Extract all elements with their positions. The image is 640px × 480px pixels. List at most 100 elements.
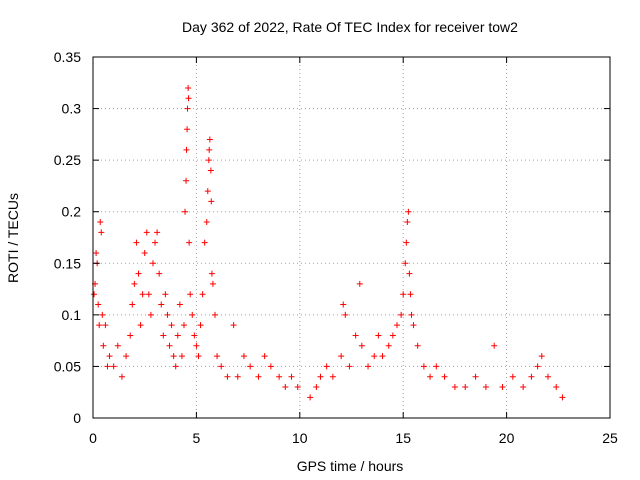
x-tick-label: 25 (602, 430, 618, 446)
data-point (191, 332, 198, 339)
y-tick-label: 0.05 (54, 358, 81, 374)
data-point (172, 363, 179, 370)
data-point (114, 342, 121, 349)
data-point (462, 384, 469, 391)
y-tick-label: 0.15 (54, 255, 81, 271)
data-point (379, 353, 386, 360)
data-point (276, 373, 283, 380)
data-point (183, 177, 190, 184)
data-point (100, 342, 107, 349)
data-point (178, 353, 185, 360)
data-point (313, 384, 320, 391)
grid-lines (93, 57, 610, 418)
data-point (441, 373, 448, 380)
data-point (385, 342, 392, 349)
data-point (176, 301, 183, 308)
data-point (307, 394, 314, 401)
data-point (398, 311, 405, 318)
y-tick-label: 0.2 (62, 204, 82, 220)
data-point (234, 373, 241, 380)
data-point (375, 332, 382, 339)
chart-title: Day 362 of 2022, Rate Of TEC Index for r… (182, 19, 518, 35)
data-point (329, 373, 336, 380)
data-point (346, 363, 353, 370)
data-point (342, 311, 349, 318)
data-point (207, 167, 214, 174)
y-tick-label: 0 (73, 410, 81, 426)
data-point (204, 188, 211, 195)
data-point (180, 322, 187, 329)
data-point (451, 384, 458, 391)
data-point (544, 373, 551, 380)
data-point (205, 157, 212, 164)
data-point (407, 291, 414, 298)
y-tick-label: 0.35 (54, 49, 81, 65)
data-point (406, 270, 413, 277)
data-point (187, 291, 194, 298)
x-tick-label: 0 (89, 430, 97, 446)
data-point (482, 384, 489, 391)
data-point (185, 95, 192, 102)
data-point (160, 332, 167, 339)
data-point (137, 322, 144, 329)
data-point (95, 301, 102, 308)
data-point (208, 270, 215, 277)
data-point (195, 353, 202, 360)
data-point (358, 342, 365, 349)
data-point (98, 229, 105, 236)
data-point (118, 373, 125, 380)
data-point (96, 322, 103, 329)
data-point (106, 353, 113, 360)
axis-ticks: 0 5 10 15 20 25 0 0.05 0.1 0.15 0.2 0.25 0.3 0.35 (54, 49, 618, 446)
data-point (403, 239, 410, 246)
data-point (168, 322, 175, 329)
data-point (405, 208, 412, 215)
data-point (145, 291, 152, 298)
data-point (149, 260, 156, 267)
data-point (414, 342, 421, 349)
data-point (520, 384, 527, 391)
data-point (182, 208, 189, 215)
data-point (559, 394, 566, 401)
data-point (433, 363, 440, 370)
data-point (135, 270, 142, 277)
data-point (93, 249, 100, 256)
data-point (156, 270, 163, 277)
data-point (528, 373, 535, 380)
data-point (164, 311, 171, 318)
data-point (154, 229, 161, 236)
data-point (538, 353, 545, 360)
data-point (152, 239, 159, 246)
data-point (186, 239, 193, 246)
data-point (317, 373, 324, 380)
y-axis-label: ROTI / TECUs (5, 193, 21, 283)
data-point (197, 322, 204, 329)
data-point (123, 353, 130, 360)
data-point (183, 146, 190, 153)
data-point (139, 291, 146, 298)
data-point (404, 219, 411, 226)
data-point (402, 260, 409, 267)
data-point (127, 332, 134, 339)
data-point (141, 249, 148, 256)
data-point (224, 373, 231, 380)
data-point (491, 342, 498, 349)
data-point (166, 342, 173, 349)
data-point (427, 373, 434, 380)
data-point (199, 291, 206, 298)
data-point (193, 342, 200, 349)
data-point (206, 136, 213, 143)
data-point (247, 363, 254, 370)
y-tick-label: 0.3 (62, 101, 82, 117)
data-point (162, 291, 169, 298)
data-point (323, 363, 330, 370)
data-point (218, 363, 225, 370)
data-point (389, 332, 396, 339)
data-point (209, 280, 216, 287)
x-axis-label: GPS time / hours (297, 458, 404, 474)
data-point (189, 311, 196, 318)
data-point (400, 291, 407, 298)
data-point (214, 353, 221, 360)
data-point (110, 363, 117, 370)
